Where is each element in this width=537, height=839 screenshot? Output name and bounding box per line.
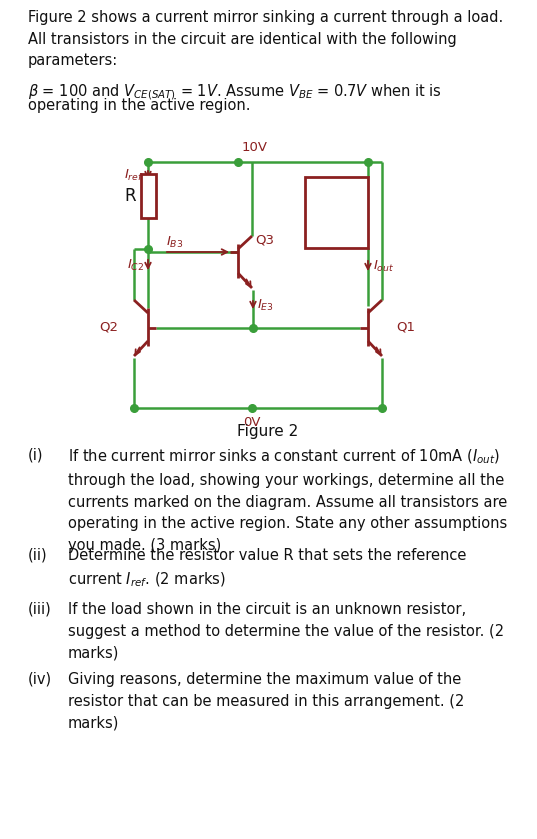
Text: 0V: 0V: [243, 416, 261, 429]
Text: $I_{out}$: $I_{out}$: [373, 258, 394, 274]
Text: Giving reasons, determine the maximum value of the
resistor that can be measured: Giving reasons, determine the maximum va…: [68, 672, 465, 730]
Text: Q3: Q3: [255, 233, 274, 247]
Text: (iv): (iv): [28, 672, 52, 687]
Text: Figure 2: Figure 2: [237, 424, 299, 439]
Text: 10V: 10V: [242, 141, 268, 154]
Text: $I_{B3}$: $I_{B3}$: [166, 235, 184, 250]
Bar: [141, 174, 156, 218]
Text: If the current mirror sinks a constant current of 10mA ($I_{out}$)
through the l: If the current mirror sinks a constant c…: [68, 448, 507, 553]
Text: $I_{C2}$: $I_{C2}$: [127, 258, 144, 273]
Text: (ii): (ii): [28, 548, 48, 563]
Text: If the load shown in the circuit is an unknown resistor,
suggest a method to det: If the load shown in the circuit is an u…: [68, 602, 504, 660]
Bar: [305, 177, 368, 248]
Text: $I_{ref}$: $I_{ref}$: [124, 168, 144, 183]
Text: $\beta$ = 100 and $V_{CE(SAT)}$ = 1$V$. Assume $V_{BE}$ = 0.7$V$ when it is: $\beta$ = 100 and $V_{CE(SAT)}$ = 1$V$. …: [28, 82, 442, 102]
Text: Load: Load: [320, 206, 353, 220]
Text: Figure 2 shows a current mirror sinking a current through a load.
All transistor: Figure 2 shows a current mirror sinking …: [28, 10, 503, 68]
Text: R: R: [125, 187, 136, 205]
Text: Q1: Q1: [396, 320, 415, 333]
Text: $I_{E3}$: $I_{E3}$: [257, 298, 274, 313]
Text: Determine the resistor value R that sets the reference
current $I_{ref}$. (2 mar: Determine the resistor value R that sets…: [68, 548, 466, 589]
Text: Q2: Q2: [99, 320, 118, 333]
Text: (iii): (iii): [28, 602, 52, 617]
Text: (i): (i): [28, 448, 43, 463]
Text: operating in the active region.: operating in the active region.: [28, 98, 250, 113]
